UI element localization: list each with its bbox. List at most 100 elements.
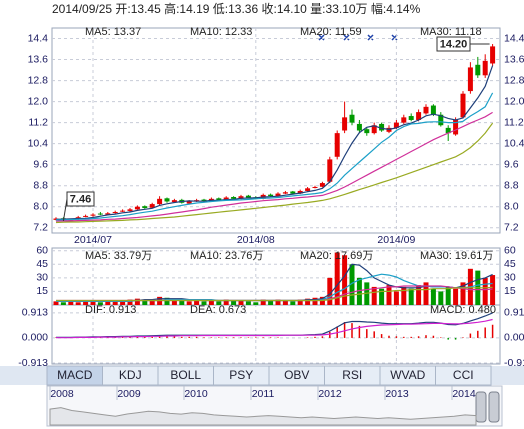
candle-body — [216, 198, 222, 201]
y-tick-label: 15 — [36, 285, 48, 297]
tab-label[interactable]: PSY — [229, 368, 253, 382]
candle-body — [238, 196, 244, 199]
candle-body — [401, 117, 407, 123]
volume-bar — [223, 299, 229, 305]
volume-bar — [245, 301, 251, 305]
tab-label[interactable]: RSI — [342, 368, 362, 382]
volume-bar — [149, 299, 155, 305]
price-panel — [51, 27, 501, 234]
y-tick-label-right: 10.4 — [504, 137, 524, 149]
year-label: 2008 — [50, 388, 74, 400]
y-tick-label: 0.913 — [22, 307, 48, 319]
volume-bar — [112, 301, 118, 305]
x-tick-label: 2014/08 — [237, 234, 275, 246]
tab-label[interactable]: KDJ — [119, 368, 142, 382]
legend-label: MA10: 12.33 — [190, 26, 252, 38]
candle-body — [371, 125, 377, 134]
candle-body — [467, 67, 473, 92]
volume-bar — [416, 285, 422, 305]
annotation-box — [436, 36, 471, 52]
volume-bar — [231, 300, 237, 305]
tab[interactable] — [435, 365, 492, 386]
candle-body — [482, 60, 488, 76]
ma-line — [55, 65, 494, 220]
range-handle[interactable] — [488, 391, 500, 423]
volume-bar — [179, 299, 185, 305]
candle-body — [416, 112, 422, 120]
volume-bar — [438, 291, 444, 305]
y-tick-label: -0.913 — [18, 357, 48, 369]
y-tick-label: 45 — [36, 258, 48, 270]
y-tick-label: 9.6 — [33, 158, 48, 170]
volume-bar — [356, 277, 362, 305]
volume-bar — [83, 301, 89, 305]
ma-line — [55, 122, 494, 224]
volume-bar — [349, 264, 355, 305]
tab-label[interactable]: BOLL — [170, 368, 201, 382]
annotation-label: 7.46 — [70, 193, 91, 205]
y-tick-label-right: 45 — [504, 258, 516, 270]
y-tick-label-right: 30 — [504, 272, 516, 284]
volume-bar — [120, 300, 126, 305]
candle-body — [453, 119, 459, 135]
y-tick-label-right: 0.913 — [504, 307, 524, 319]
volume-bar — [275, 299, 281, 305]
navigator-area — [49, 407, 477, 426]
candle-body — [120, 210, 126, 212]
volume-bar — [53, 301, 59, 305]
year-label: 2014 — [452, 388, 476, 400]
volume-bar — [386, 285, 392, 305]
candle-body — [490, 46, 496, 64]
tab-label[interactable]: WVAD — [390, 368, 425, 382]
volume-bar — [208, 300, 214, 305]
candle-body — [349, 114, 355, 123]
legend-label: MA30: 11.18 — [420, 26, 482, 38]
y-tick-label: 11.2 — [28, 116, 48, 128]
year-label: 2011 — [252, 388, 275, 400]
tab-label[interactable]: CCI — [453, 368, 474, 382]
candle-body — [134, 206, 140, 210]
ma-line — [56, 286, 493, 302]
candle-body — [142, 206, 148, 209]
range-handle[interactable] — [475, 391, 487, 423]
y-tick-label-right: 60 — [504, 244, 516, 256]
tab-label[interactable]: OBV — [284, 368, 309, 382]
legend-label: MA5: 13.37 — [85, 26, 141, 38]
candle-body — [268, 194, 274, 197]
y-tick-label: 13.6 — [28, 53, 49, 65]
year-label: 2012 — [318, 388, 342, 400]
ma-line — [55, 111, 493, 222]
candle-body — [157, 198, 163, 205]
annotation-leader — [62, 198, 68, 221]
volume-bar — [134, 298, 140, 305]
volume-bar — [216, 301, 222, 305]
candle-body — [430, 105, 436, 115]
volume-bar — [379, 288, 385, 305]
y-tick-label: 8.8 — [33, 179, 48, 191]
candle-body — [460, 93, 466, 118]
volume-bar — [423, 282, 429, 305]
candle-body — [445, 127, 451, 134]
y-tick-label-right: 7.2 — [504, 222, 519, 234]
tab-label[interactable]: MACD — [57, 368, 93, 382]
y-tick-label: 12.0 — [28, 95, 49, 107]
candle-body — [356, 123, 362, 131]
candle-body — [364, 129, 370, 134]
y-tick-label: 30 — [36, 272, 48, 284]
candle-body — [245, 195, 251, 198]
volume-bar — [105, 300, 111, 305]
volume-bar — [430, 288, 436, 305]
candle-body — [393, 122, 399, 128]
volume-bar — [194, 300, 200, 305]
volume-bar — [393, 291, 399, 305]
y-tick-label-right: -0.913 — [504, 357, 524, 369]
volume-bar — [445, 286, 451, 305]
volume-bar — [342, 255, 348, 305]
volume-bar — [201, 301, 207, 305]
candle-body — [475, 64, 481, 76]
candle-body — [423, 106, 429, 114]
volume-bar — [260, 299, 266, 305]
year-label: 2010 — [184, 388, 208, 400]
legend-label: MA30: 19.61万 — [420, 250, 493, 262]
candle-body — [290, 191, 296, 194]
